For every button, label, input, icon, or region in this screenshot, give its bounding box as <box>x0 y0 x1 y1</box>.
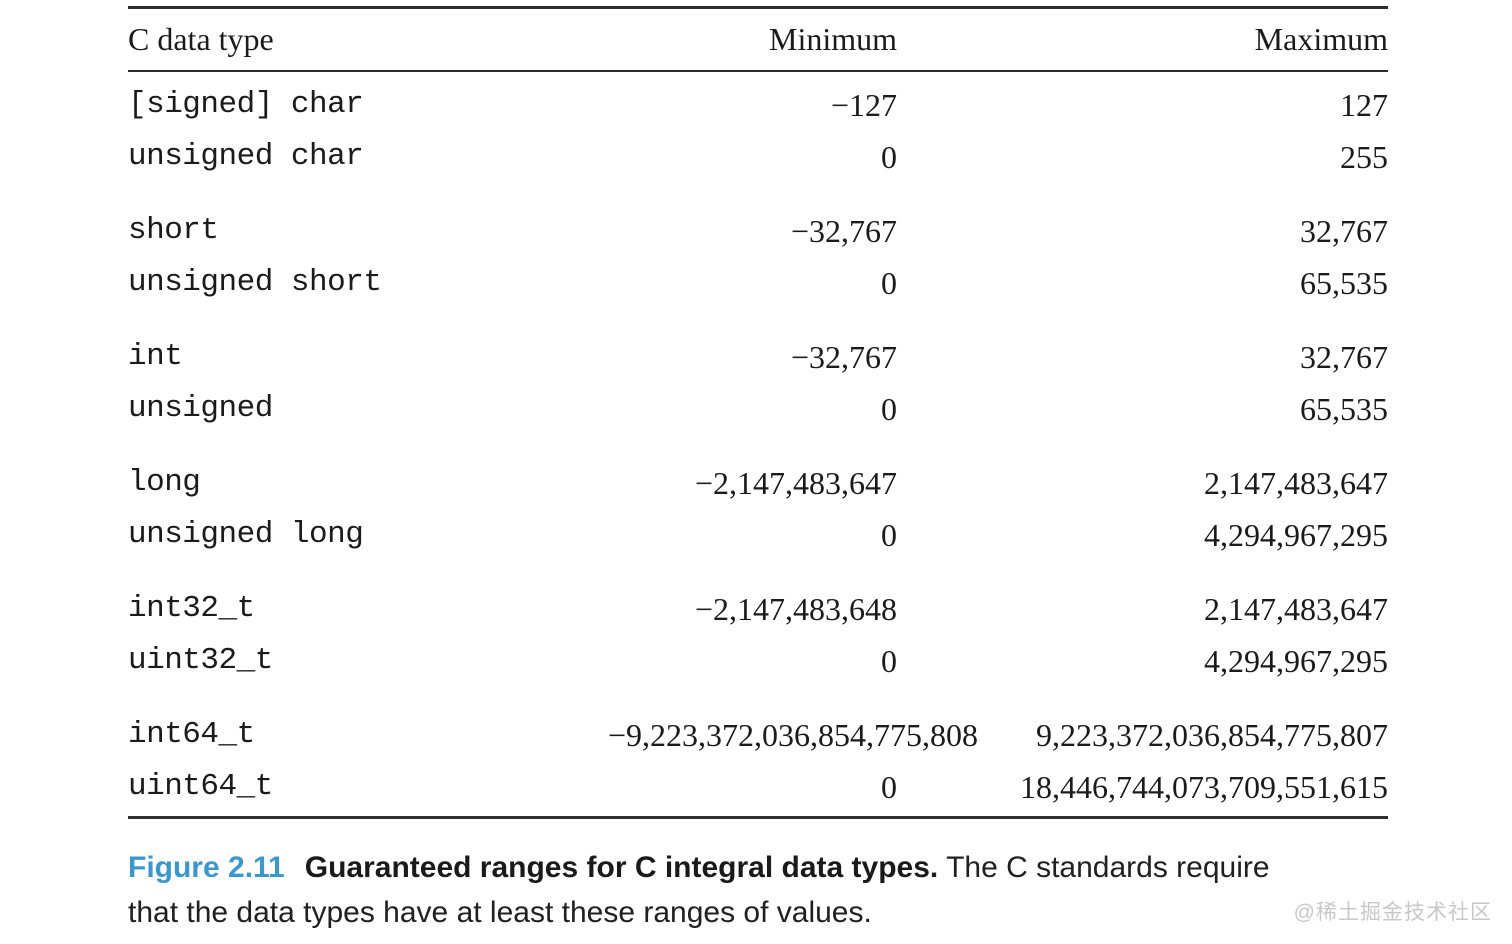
cell-maximum-value: 255 <box>1340 139 1388 175</box>
cell-type-name: short <box>128 213 219 248</box>
cell-type-name: unsigned <box>128 391 273 426</box>
cell-maximum-value: 32,767 <box>1300 213 1388 249</box>
cell-minimum-value: 0 <box>881 643 897 679</box>
figure-title: Guaranteed ranges for C integral data ty… <box>304 851 939 884</box>
figure-caption: Figure 2.11 Guaranteed ranges for C integ… <box>128 845 1503 935</box>
cell-minimum-value: 0 <box>881 139 897 175</box>
column-header-maximum: Maximum <box>1254 21 1388 57</box>
cell-type-name: uint64_t <box>128 769 273 804</box>
cell-minimum-value: 0 <box>881 391 897 427</box>
cell-type-name: uint32_t <box>128 643 273 678</box>
table-top-rule <box>128 6 1388 9</box>
figure-caption-text-line2: that the data types have at least these … <box>128 896 872 929</box>
table-row: short −32,767 32,767 <box>128 205 1388 257</box>
table-row: unsigned long 0 4,294,967,295 <box>128 509 1388 561</box>
row-group: long −2,147,483,647 2,147,483,647 unsigned … <box>128 457 1388 561</box>
table-row: unsigned short 0 65,535 <box>128 257 1388 309</box>
table-row: [signed] char −127 127 <box>128 79 1388 131</box>
figure-number-label: Figure 2.11 <box>128 851 285 884</box>
cell-maximum-value: 4,294,967,295 <box>1204 517 1388 553</box>
cell-maximum-value: 9,223,372,036,854,775,807 <box>1036 717 1388 753</box>
cell-minimum-value: −127 <box>830 87 897 123</box>
cell-maximum-value: 65,535 <box>1300 265 1388 301</box>
table-header-row: C data type Minimum Maximum <box>128 9 1388 70</box>
cell-type-name: long <box>128 465 201 500</box>
cell-type-name: unsigned char <box>128 139 364 174</box>
table-row: int32_t −2,147,483,648 2,147,483,647 <box>128 583 1388 635</box>
cell-maximum-value: 18,446,744,073,709,551,615 <box>1020 769 1388 805</box>
table-row: uint32_t 0 4,294,967,295 <box>128 635 1388 687</box>
table-row: unsigned 0 65,535 <box>128 383 1388 435</box>
row-group: [signed] char −127 127 unsigned char 0 255 <box>128 79 1388 183</box>
cell-minimum-value: −2,147,483,648 <box>694 591 897 627</box>
cell-minimum-value: −32,767 <box>790 213 897 249</box>
column-header-minimum: Minimum <box>768 21 897 57</box>
cell-maximum-value: 2,147,483,647 <box>1204 591 1388 627</box>
row-group: int −32,767 32,767 unsigned 0 65,535 <box>128 331 1388 435</box>
table-row: uint64_t 0 18,446,744,073,709,551,615 <box>128 761 1388 813</box>
row-group: int64_t −9,223,372,036,854,775,808 9,223,3… <box>128 709 1388 813</box>
cell-type-name: unsigned long <box>128 517 364 552</box>
cell-maximum-value: 127 <box>1340 87 1388 123</box>
cell-maximum-value: 65,535 <box>1300 391 1388 427</box>
cell-maximum-value: 4,294,967,295 <box>1204 643 1388 679</box>
cell-maximum-value: 2,147,483,647 <box>1204 465 1388 501</box>
cell-type-name: int64_t <box>128 717 255 752</box>
cell-type-name: int <box>128 339 183 374</box>
table-row: long −2,147,483,647 2,147,483,647 <box>128 457 1388 509</box>
table-body: [signed] char −127 127 unsigned char 0 255 sho… <box>128 72 1388 813</box>
data-type-ranges-table: C data type Minimum Maximum [signed] cha… <box>128 0 1388 819</box>
row-group: int32_t −2,147,483,648 2,147,483,647 uint32… <box>128 583 1388 687</box>
cell-minimum-value: −9,223,372,036,854,775,808 <box>608 717 979 753</box>
cell-type-name: unsigned short <box>128 265 382 300</box>
table-bottom-rule <box>128 816 1388 819</box>
cell-minimum-value: 0 <box>881 517 897 553</box>
cell-type-name: int32_t <box>128 591 255 626</box>
table-row: int −32,767 32,767 <box>128 331 1388 383</box>
cell-type-name: [signed] char <box>128 87 364 122</box>
community-watermark: @稀土掘金技术社区 <box>1293 901 1492 924</box>
column-header-type: C data type <box>128 21 274 57</box>
cell-minimum-value: 0 <box>881 769 897 805</box>
table-header-rule <box>128 70 1388 72</box>
cell-maximum-value: 32,767 <box>1300 339 1388 375</box>
cell-minimum-value: −2,147,483,647 <box>694 465 897 501</box>
cell-minimum-value: 0 <box>881 265 897 301</box>
table-row: unsigned char 0 255 <box>128 131 1388 183</box>
figure-caption-text-line1: The C standards require <box>946 851 1270 884</box>
cell-minimum-value: −32,767 <box>790 339 897 375</box>
row-group: short −32,767 32,767 unsigned short 0 65,535 <box>128 205 1388 309</box>
table-row: int64_t −9,223,372,036,854,775,808 9,223,3… <box>128 709 1388 761</box>
